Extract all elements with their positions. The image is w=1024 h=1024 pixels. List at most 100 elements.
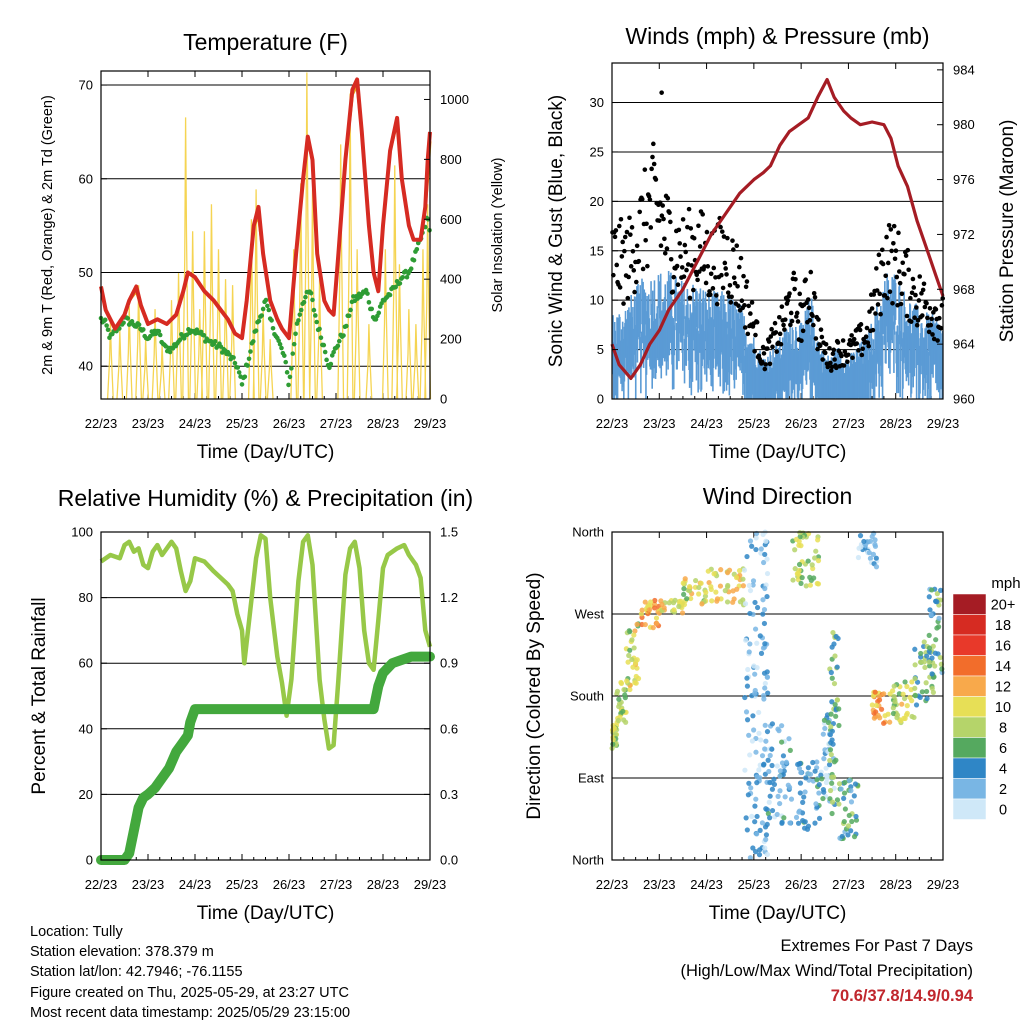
gust-point [894, 274, 900, 280]
x-tick-label: 22/23 [596, 877, 629, 892]
direction-point [745, 666, 751, 673]
direction-point [754, 831, 760, 837]
direction-point [795, 761, 801, 768]
direction-point [764, 556, 770, 562]
direction-point [777, 800, 783, 807]
direction-point [836, 706, 842, 712]
gust-point [708, 271, 714, 277]
direction-point [749, 543, 755, 549]
direction-point [923, 688, 930, 695]
gust-point [662, 236, 667, 242]
gust-point [754, 319, 760, 325]
gust-point [732, 280, 738, 286]
direction-point [839, 833, 845, 839]
y-axis-label: Direction (Colored By Speed) [524, 572, 545, 819]
gust-point [647, 197, 653, 202]
dewpoint-point [208, 338, 214, 344]
info-latlon: Station lat/lon: 42.7946; -76.1155 [30, 964, 243, 981]
direction-point [823, 779, 830, 786]
direction-point [832, 653, 838, 659]
gust-point [914, 322, 920, 328]
gust-point [763, 362, 768, 367]
direction-point [836, 722, 842, 729]
direction-point [900, 691, 906, 697]
solar-spike [405, 309, 413, 400]
gust-point [827, 345, 832, 351]
gust-point [689, 263, 694, 268]
direction-point [932, 650, 938, 656]
direction-point [766, 768, 772, 775]
direction-point [776, 728, 782, 734]
direction-point [740, 576, 746, 582]
gust-point [819, 334, 825, 340]
direction-point [760, 645, 767, 651]
direction-point [890, 705, 896, 711]
legend-swatch [952, 778, 987, 800]
temperature-chart: 22/23 23/23 24/23 25/23 26/23 27/23 28/23 29/23… [40, 29, 506, 463]
gust-point [668, 256, 674, 262]
gust-point [893, 248, 899, 253]
direction-point [834, 797, 841, 803]
dewpoint-point [414, 246, 420, 252]
direction-point [769, 746, 775, 752]
gust-point [791, 270, 797, 276]
direction-point [873, 564, 880, 570]
gust-point [625, 295, 631, 301]
direction-point [811, 575, 817, 581]
direction-point [894, 712, 901, 718]
direction-point [827, 757, 833, 764]
direction-point [614, 691, 620, 697]
x-tick-label: 23/23 [643, 877, 676, 892]
direction-point [769, 786, 776, 792]
direction-point [828, 711, 834, 717]
gust-point [631, 268, 637, 273]
direction-point [762, 722, 768, 728]
humidity-chart: 22/23 23/23 24/23 25/23 26/23 27/23 28/23 29/23… [29, 485, 473, 924]
direction-point [912, 662, 918, 668]
direction-chart: 22/23 23/23 24/23 25/23 26/23 27/23 28/23 29/23… [524, 483, 1021, 924]
gust-point [866, 343, 871, 349]
direction-point [833, 713, 839, 719]
gust-point [774, 349, 780, 354]
y2-axis-label: Station Pressure (Maroon) [997, 120, 1018, 343]
direction-point [748, 785, 754, 791]
dewpoint-point [250, 339, 256, 344]
humidity-line [99, 533, 433, 751]
solar-spike [365, 324, 373, 400]
gust-point [770, 344, 775, 350]
direction-point [725, 570, 731, 576]
gust-point [858, 322, 864, 327]
direction-point [805, 558, 811, 564]
legend-swatch [952, 655, 987, 677]
direction-point [623, 719, 629, 725]
direction-point [782, 794, 788, 800]
direction-point [939, 666, 945, 672]
direction-point [836, 801, 842, 807]
y2-tick-label: 1.5 [440, 525, 458, 540]
gust-point [898, 301, 904, 307]
gust-point [885, 260, 891, 266]
dewpoint-point [242, 374, 248, 380]
direction-point [639, 607, 645, 613]
direction-point [761, 693, 767, 699]
solar-spike [412, 324, 420, 400]
solar-spike [247, 219, 255, 400]
direction-point [821, 717, 828, 723]
direction-point [769, 807, 776, 814]
direction-point [813, 548, 819, 554]
dewpoint-point [167, 349, 173, 355]
gust-point [929, 316, 934, 322]
gust-point [788, 310, 794, 316]
gust-point [807, 317, 813, 323]
direction-point [711, 571, 717, 577]
direction-point [926, 594, 932, 600]
gust-point [937, 315, 942, 321]
dewpoint-point [105, 327, 111, 333]
gust-point [845, 352, 851, 358]
chart-title: Temperature (F) [183, 29, 348, 55]
direction-point [647, 607, 653, 613]
direction-point [862, 542, 869, 548]
direction-point [815, 537, 821, 543]
gust-point [794, 314, 799, 319]
direction-point [872, 537, 878, 543]
